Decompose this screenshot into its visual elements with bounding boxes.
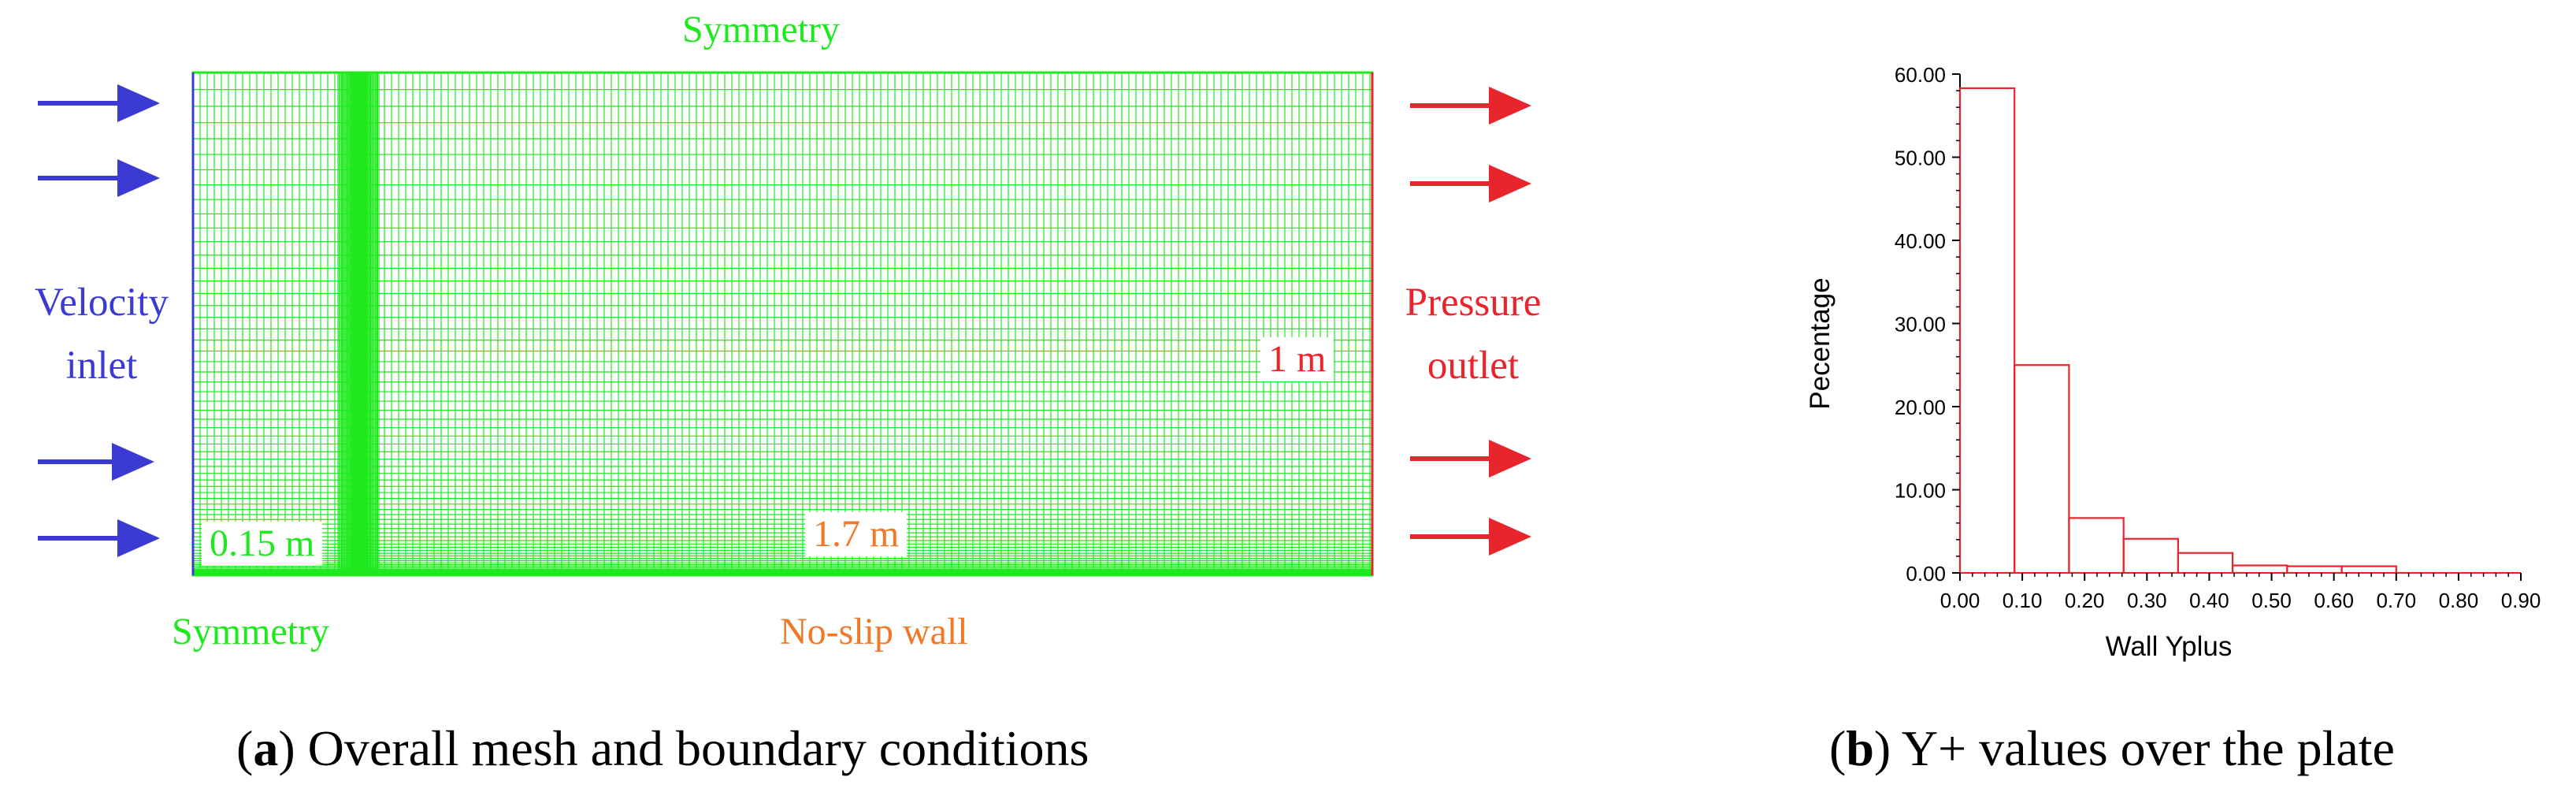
histogram-bar [2177, 552, 2234, 574]
label-velocity-inlet: Velocity inlet [19, 271, 184, 397]
panel-a: Symmetry Velocity inlet Pressure outlet … [19, 9, 1560, 776]
x-tick-label: 0.30 [2127, 589, 2167, 612]
label-pressure-outlet-line2: outlet [1427, 344, 1520, 388]
label-velocity-inlet-line2: inlet [65, 344, 138, 388]
y-tick-label: 40.00 [1895, 229, 1946, 253]
y-tick-label: 0.00 [1906, 562, 1946, 586]
panel-b: 0.00 10.00 20.00 30.00 40.00 50.00 60.00 0.00 0.… [1733, 0, 2576, 803]
dimension-plate-length: 1.7 m [805, 512, 908, 556]
x-tick-label: 0.00 [1940, 589, 1980, 612]
y-axis-label: Pecentage [1805, 277, 1835, 409]
label-pressure-outlet: Pressure outlet [1386, 271, 1560, 397]
dimension-plate-start: 0.15 m [202, 522, 323, 566]
y-tick-label: 10.00 [1895, 479, 1946, 503]
histogram-bar [2068, 517, 2125, 574]
label-pressure-outlet-line1: Pressure [1405, 281, 1542, 325]
histogram-bar [2232, 564, 2288, 574]
histogram-bar [2122, 537, 2179, 574]
x-tick-label: 0.40 [2189, 589, 2229, 612]
dimension-height: 1 m [1260, 337, 1334, 381]
caption-a-text: Overall mesh and boundary conditions [295, 720, 1089, 776]
histogram-chart: 0.00 10.00 20.00 30.00 40.00 50.00 60.00 0.00 0.… [1805, 63, 2541, 662]
y-tick-label: 50.00 [1895, 147, 1946, 170]
x-tick-label: 0.90 [2501, 589, 2541, 612]
label-top-symmetry: Symmetry [682, 9, 840, 50]
histogram-bar [2286, 565, 2343, 574]
mesh-grid [192, 72, 1372, 576]
caption-b: (b) Y+ values over the plate [1829, 720, 2395, 776]
caption-b-text: Y+ values over the plate [1891, 720, 2395, 776]
x-tick-label: 0.80 [2439, 589, 2479, 612]
label-no-slip-wall: No-slip wall [780, 611, 968, 652]
x-tick-label: 0.50 [2251, 589, 2292, 612]
caption-a-letter: a [253, 720, 279, 776]
caption-a: (a) Overall mesh and boundary conditions [236, 720, 1089, 776]
label-velocity-inlet-line1: Velocity [35, 281, 169, 325]
x-tick-label: 0.70 [2376, 589, 2416, 612]
x-axis-label: Wall Yplus [2106, 631, 2233, 662]
chart-axes [1959, 74, 2521, 574]
y-tick-label: 60.00 [1895, 63, 1946, 87]
chart-bars [1958, 87, 2521, 574]
leading-edge-refinement-band [351, 72, 368, 575]
mesh-diagram [38, 71, 1531, 577]
histogram-bar [1958, 87, 2016, 574]
y-tick-label: 20.00 [1895, 396, 1946, 419]
chart-ticks: 0.00 10.00 20.00 30.00 40.00 50.00 60.00 0.00 0.… [1895, 63, 2541, 612]
x-tick-label: 0.60 [2314, 589, 2354, 612]
x-tick-label: 0.20 [2065, 589, 2105, 612]
x-tick-label: 0.10 [2003, 589, 2043, 612]
histogram-bar [2014, 364, 2070, 574]
caption-b-letter: b [1846, 720, 1874, 776]
label-bottom-symmetry: Symmetry [172, 611, 329, 652]
histogram-bar [2340, 565, 2397, 574]
wall-refinement-band [193, 569, 1372, 575]
y-tick-label: 30.00 [1895, 313, 1946, 336]
